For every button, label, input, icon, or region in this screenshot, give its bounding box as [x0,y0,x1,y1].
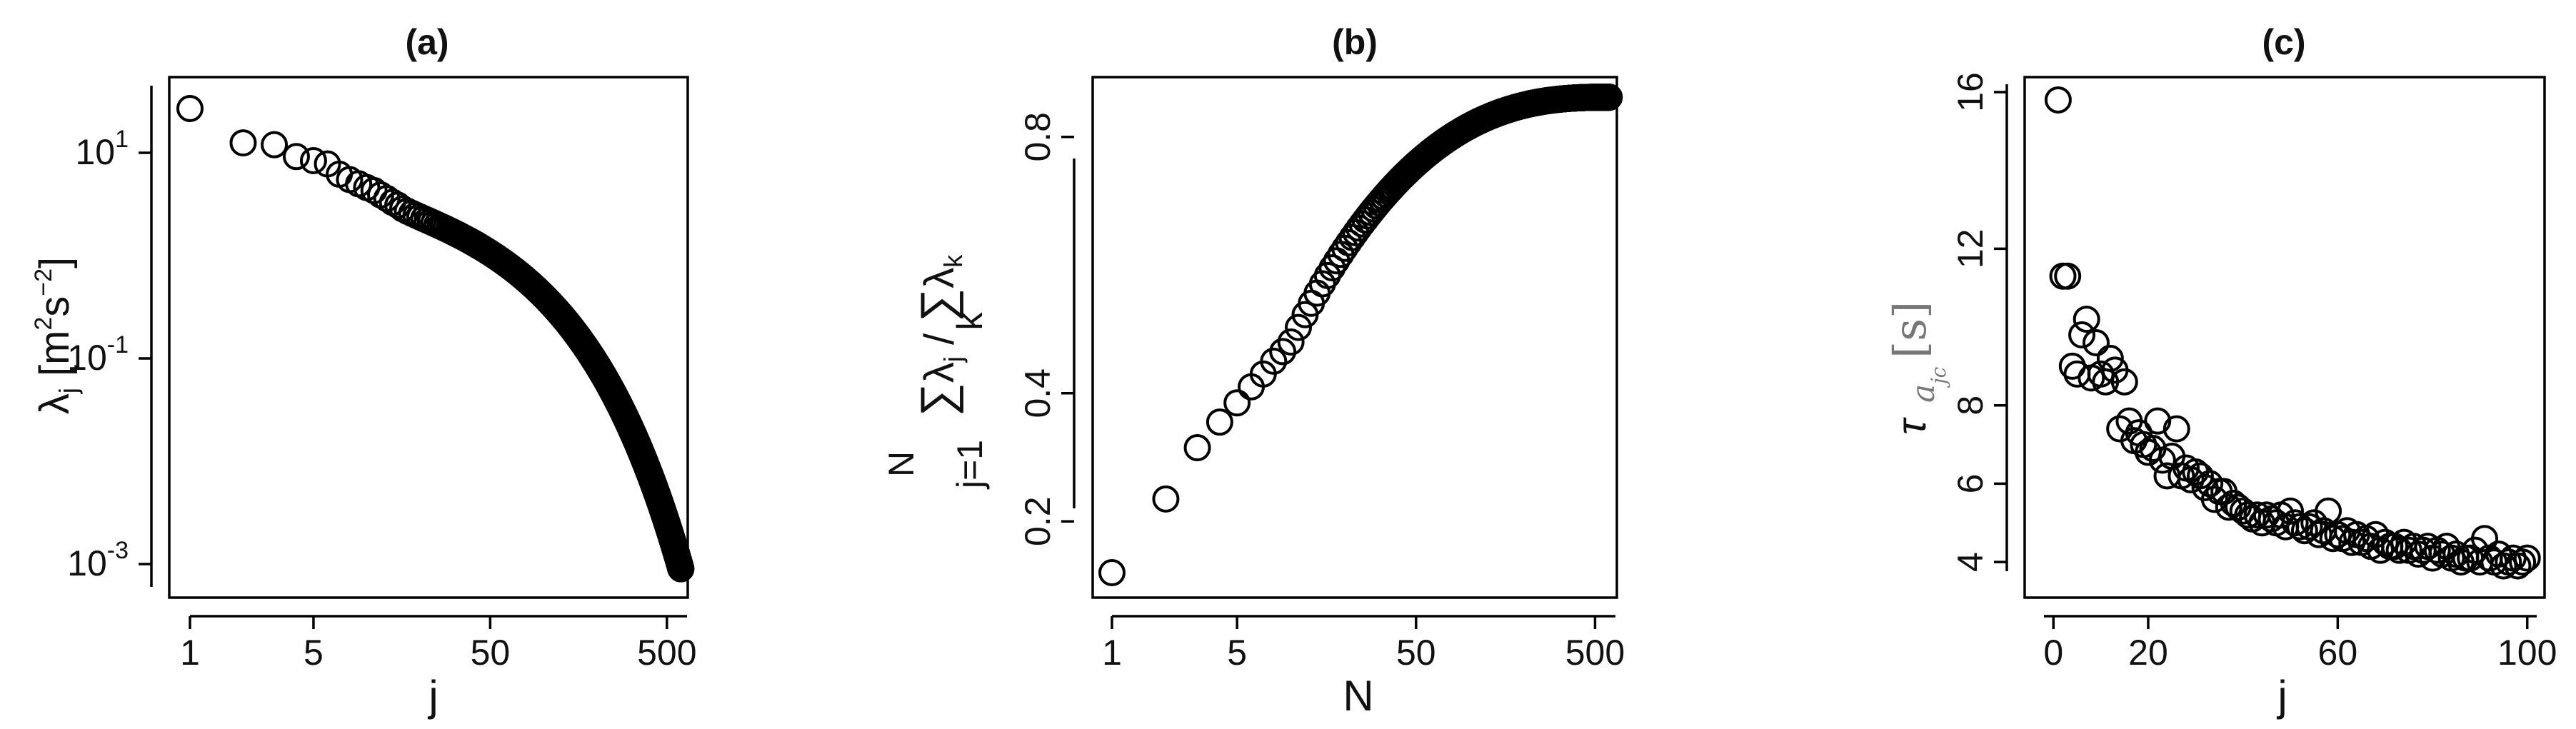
panel-c-title: (c) [2262,22,2305,62]
panel-b-x-tick-label: 5 [1227,633,1247,673]
panel-c-y-tick-label: 16 [1950,72,1990,112]
panel-c-data-point [2144,407,2172,435]
svg-text:j=1: j=1 [950,440,990,490]
panel-c-points [2044,86,2541,580]
svg-text:jc: jc [1927,366,1950,388]
panel-c-y-tick-label: 8 [1950,396,1990,416]
panel-c-data-point [2490,552,2517,580]
panel-b-y-ticks: 0.2 0.4 0.8 [1018,112,1074,546]
panel-c-data-point [2096,344,2124,372]
panel-c-x-tick-label: 100 [2497,633,2557,673]
panel-a-y-tick-label: 101 [75,126,129,172]
panel-b-data-point [1152,485,1180,513]
panel-c-y-axis-label: τ a jc [s] [1884,301,1950,435]
panel-c-data-point [2509,548,2537,576]
panel-c-data-point [2162,415,2190,443]
panel-b-data-point [1183,434,1211,462]
panel-b-data-point [1318,254,1346,282]
panel-a: (a) 1 5 50 500 101 10-1 10-3 j λj [m2s−2] [30,22,697,720]
panel-b-x-tick-label: 1 [1102,633,1122,673]
panel-a-x-tick-label: 5 [304,633,324,673]
panel-c-data-point [2513,544,2541,572]
panel-c-data-point [2044,86,2072,114]
panel-b-x-ticks: 1 5 50 500 [1102,616,1625,673]
panel-b-points [1098,84,1623,587]
panel-a-data-point [176,94,204,122]
panel-b-y-tick-label: 0.8 [1018,112,1058,162]
panel-a-plot-frame [168,76,689,599]
panel-b-data-point [1098,559,1126,587]
panel-a-x-ticks: 1 5 50 500 [180,616,697,673]
panel-a-x-tick-label: 500 [637,633,696,673]
panel-c-x-tick-label: 20 [2128,633,2168,673]
panel-c-data-point [2054,262,2082,290]
panel-c: (c) 0 20 60 100 4 6 8 12 16 j τ a jc [s] [1884,22,2557,720]
panel-b-plot-frame [1091,76,1618,599]
panel-c-x-tick-label: 60 [2318,633,2358,673]
panel-c-y-ticks: 4 6 8 12 16 [1950,72,2007,572]
panel-c-y-tick-label: 6 [1950,474,1990,494]
panel-c-x-axis-label: j [2276,672,2287,720]
panel-c-data-point [2082,328,2110,356]
panel-a-points [176,94,695,583]
panel-c-data-point [2110,368,2138,396]
panel-c-data-point [2196,470,2224,498]
panel-b-x-tick-label: 50 [1396,633,1436,673]
panel-c-y-tick-label: 4 [1950,552,1990,572]
panel-c-data-point [2432,533,2460,560]
panel-c-plot-frame [2023,76,2546,599]
panel-b-x-tick-label: 500 [1565,633,1625,673]
panel-c-data-point [2281,509,2309,537]
panel-c-data-point [2504,552,2532,580]
panel-b: (b) 1 5 50 500 0.2 0.4 0.8 N ∑λj / ∑λk N j=1 … [881,22,1625,720]
panel-a-data-point [299,146,327,174]
svg-text:N: N [881,451,921,477]
panel-a-y-tick-label: 10-3 [67,537,129,583]
panel-b-data-point [1313,261,1341,289]
panel-c-data-point [2063,360,2091,388]
panel-c-data-point [2073,306,2100,333]
panel-b-data-point [1269,338,1297,366]
panel-c-data-point [2471,525,2499,553]
panel-a-data-point [667,555,695,583]
svg-text:∑λj / ∑λk: ∑λj / ∑λk [911,254,968,416]
panel-a-data-point [229,129,257,157]
panel-b-data-point [1206,408,1233,436]
panel-a-title: (a) [405,22,448,62]
panel-c-data-point [2215,493,2242,521]
panel-c-data-point [2186,462,2214,490]
panel-c-x-tick-label: 0 [2043,633,2063,673]
panel-a-x-axis-label: j [427,672,438,720]
panel-a-data-point [282,143,310,171]
panel-b-data-point [1277,328,1305,356]
panel-c-x-ticks: 0 20 60 100 [2043,616,2557,673]
svg-text:τ: τ [1888,417,1935,435]
panel-a-x-tick-label: 1 [180,633,200,673]
panel-c-data-point [2277,497,2304,525]
panel-c-data-point [2485,541,2512,568]
panel-c-data-point [2068,321,2096,348]
panel-a-data-point [261,131,289,159]
panel-b-data-point [1260,347,1288,375]
panel-b-y-tick-label: 0.4 [1018,368,1058,418]
panel-b-x-axis-label: N [1343,672,1373,720]
panel-a-y-axis-label: λj [m2s−2] [30,257,83,414]
panel-a-y-tick-label: 10-1 [67,331,129,378]
panel-b-y-tick-label: 0.2 [1018,496,1058,546]
panel-c-data-point [2295,513,2323,541]
panel-b-data-point [1223,389,1251,417]
panel-c-data-point [2290,517,2318,545]
panel-a-y-ticks: 101 10-1 10-3 [67,126,151,583]
svg-text:[s]: [s] [1884,301,1936,358]
panel-b-data-point [1595,84,1623,111]
svg-text:k: k [950,312,990,331]
svg-text:a: a [1905,384,1942,403]
panel-c-y-tick-label: 12 [1950,229,1990,269]
panel-b-y-axis-label: ∑λj / ∑λk N j=1 k [881,254,990,490]
panel-b-title: (b) [1332,22,1378,62]
panel-a-x-tick-label: 50 [471,633,511,673]
panel-b-data-point [1285,313,1313,341]
panel-c-data-point [2315,497,2342,525]
